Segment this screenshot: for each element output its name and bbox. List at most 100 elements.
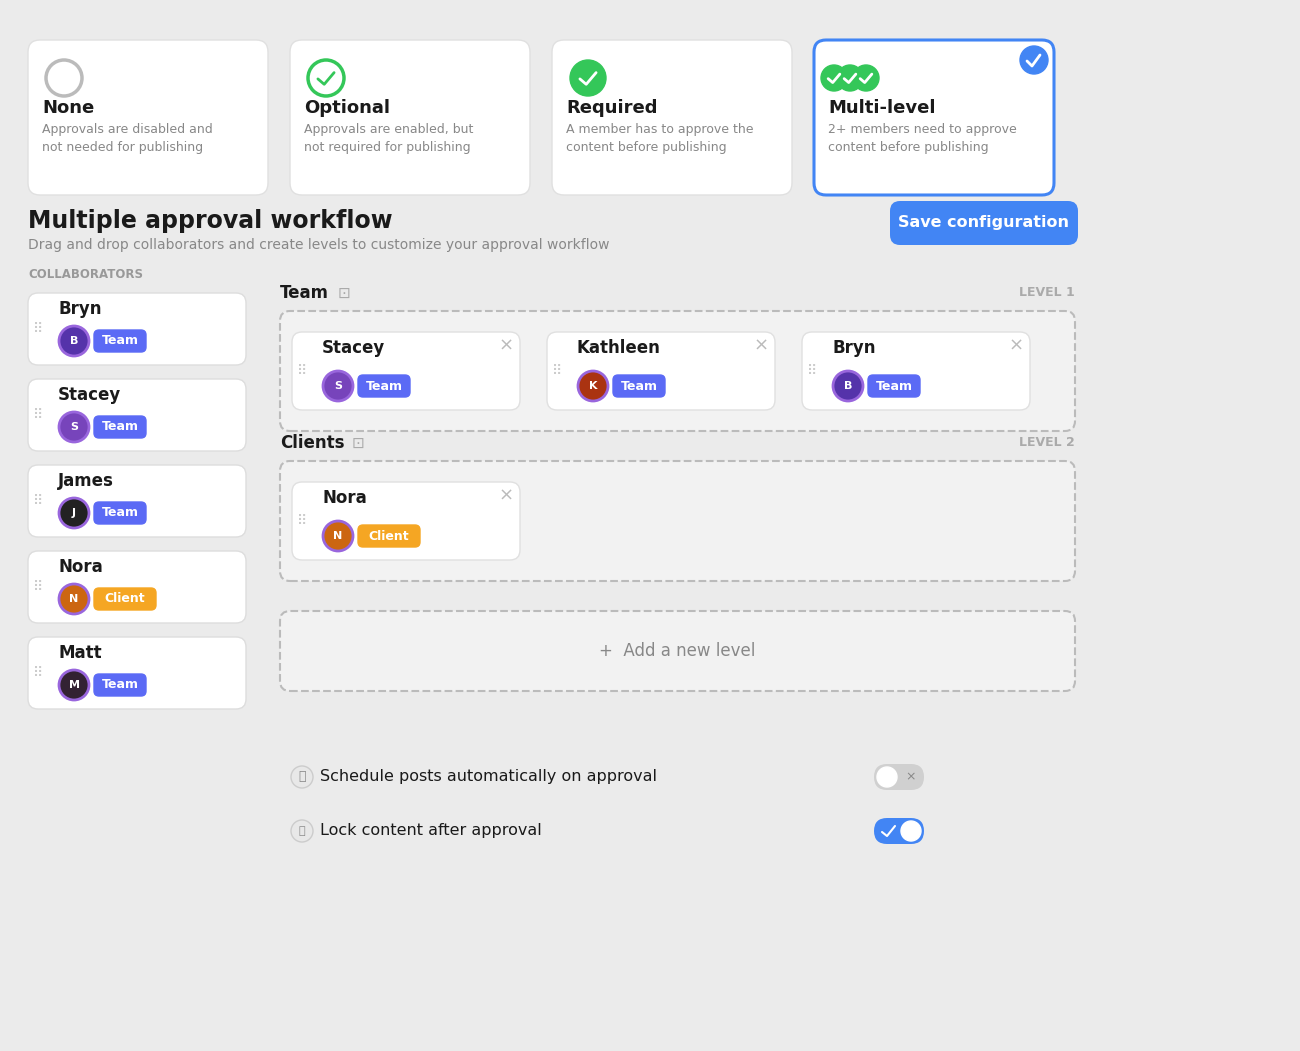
- Circle shape: [853, 65, 879, 91]
- Text: ×: ×: [1009, 337, 1023, 355]
- Circle shape: [58, 498, 88, 528]
- FancyBboxPatch shape: [552, 40, 792, 195]
- Text: Optional: Optional: [304, 99, 390, 117]
- Circle shape: [578, 371, 608, 401]
- Text: LEVEL 2: LEVEL 2: [1019, 436, 1075, 450]
- Text: Required: Required: [566, 99, 658, 117]
- FancyBboxPatch shape: [29, 465, 246, 537]
- Circle shape: [901, 821, 920, 841]
- Text: Multi-level: Multi-level: [828, 99, 936, 117]
- FancyBboxPatch shape: [358, 375, 410, 397]
- FancyBboxPatch shape: [280, 461, 1075, 581]
- Text: ⠿: ⠿: [296, 364, 307, 378]
- FancyBboxPatch shape: [94, 674, 146, 696]
- FancyBboxPatch shape: [94, 416, 146, 438]
- Text: M: M: [69, 680, 79, 691]
- Text: N: N: [69, 594, 78, 604]
- FancyBboxPatch shape: [874, 764, 924, 790]
- Circle shape: [58, 584, 88, 614]
- Text: +  Add a new level: + Add a new level: [599, 642, 755, 660]
- Text: Drag and drop collaborators and create levels to customize your approval workflo: Drag and drop collaborators and create l…: [29, 238, 610, 252]
- Text: Stacey: Stacey: [58, 386, 121, 404]
- Circle shape: [58, 326, 88, 356]
- Text: Nora: Nora: [322, 489, 367, 507]
- Circle shape: [58, 412, 88, 442]
- FancyBboxPatch shape: [29, 293, 246, 365]
- Text: A member has to approve the: A member has to approve the: [566, 124, 754, 137]
- FancyBboxPatch shape: [547, 332, 775, 410]
- Text: Approvals are enabled, but: Approvals are enabled, but: [304, 124, 473, 137]
- FancyBboxPatch shape: [94, 588, 156, 610]
- Circle shape: [837, 65, 863, 91]
- FancyBboxPatch shape: [292, 332, 520, 410]
- FancyBboxPatch shape: [94, 330, 146, 352]
- Circle shape: [291, 766, 313, 788]
- Text: B: B: [844, 382, 853, 391]
- Text: Team: Team: [365, 379, 403, 392]
- Text: Clients: Clients: [280, 434, 344, 452]
- Text: ⠿: ⠿: [32, 580, 43, 594]
- FancyBboxPatch shape: [358, 526, 420, 547]
- Text: Multiple approval workflow: Multiple approval workflow: [29, 209, 393, 233]
- Text: Save configuration: Save configuration: [898, 215, 1070, 230]
- Text: 🔒: 🔒: [299, 826, 305, 836]
- Circle shape: [822, 65, 848, 91]
- Text: S: S: [334, 382, 342, 391]
- Text: not needed for publishing: not needed for publishing: [42, 141, 203, 153]
- Text: ⠿: ⠿: [552, 364, 562, 378]
- FancyBboxPatch shape: [94, 502, 146, 524]
- Text: Schedule posts automatically on approval: Schedule posts automatically on approval: [320, 769, 656, 784]
- Text: B: B: [70, 336, 78, 346]
- Text: not required for publishing: not required for publishing: [304, 141, 471, 153]
- Text: K: K: [589, 382, 597, 391]
- FancyBboxPatch shape: [891, 201, 1078, 245]
- Text: S: S: [70, 423, 78, 432]
- Circle shape: [878, 767, 897, 787]
- Text: Client: Client: [105, 593, 146, 605]
- FancyBboxPatch shape: [802, 332, 1030, 410]
- Text: James: James: [58, 472, 114, 490]
- Text: Team: Team: [620, 379, 658, 392]
- Text: Stacey: Stacey: [322, 339, 385, 357]
- Text: ⊡: ⊡: [338, 286, 351, 301]
- FancyBboxPatch shape: [874, 818, 924, 844]
- Text: Bryn: Bryn: [832, 339, 875, 357]
- Text: ⠿: ⠿: [296, 514, 307, 528]
- FancyBboxPatch shape: [29, 637, 246, 709]
- Text: ×: ×: [498, 337, 514, 355]
- Circle shape: [291, 820, 313, 842]
- Text: Team: Team: [101, 334, 139, 348]
- Circle shape: [569, 60, 606, 96]
- Text: ×: ×: [498, 487, 514, 504]
- Circle shape: [322, 371, 354, 401]
- Text: Kathleen: Kathleen: [577, 339, 660, 357]
- FancyBboxPatch shape: [29, 551, 246, 623]
- Text: content before publishing: content before publishing: [828, 141, 988, 153]
- Text: Team: Team: [101, 420, 139, 433]
- Text: Client: Client: [369, 530, 410, 542]
- Text: J: J: [72, 508, 75, 518]
- FancyBboxPatch shape: [280, 311, 1075, 431]
- Text: ⠿: ⠿: [32, 322, 43, 336]
- Text: Nora: Nora: [58, 558, 103, 576]
- FancyBboxPatch shape: [868, 375, 920, 397]
- Text: Team: Team: [280, 284, 329, 302]
- Text: ×: ×: [906, 770, 916, 783]
- Text: N: N: [333, 531, 343, 541]
- Circle shape: [58, 669, 88, 700]
- FancyBboxPatch shape: [292, 482, 520, 560]
- Text: Team: Team: [101, 679, 139, 692]
- Text: ×: ×: [754, 337, 768, 355]
- Text: ⠿: ⠿: [32, 666, 43, 680]
- FancyBboxPatch shape: [29, 40, 268, 195]
- Text: Bryn: Bryn: [58, 300, 101, 318]
- Text: Team: Team: [101, 507, 139, 519]
- Circle shape: [1020, 46, 1048, 74]
- Text: COLLABORATORS: COLLABORATORS: [29, 268, 143, 282]
- Text: Approvals are disabled and: Approvals are disabled and: [42, 124, 213, 137]
- Text: ⠿: ⠿: [32, 494, 43, 508]
- Text: None: None: [42, 99, 94, 117]
- Text: ⠿: ⠿: [807, 364, 818, 378]
- FancyBboxPatch shape: [814, 40, 1054, 195]
- FancyBboxPatch shape: [29, 379, 246, 451]
